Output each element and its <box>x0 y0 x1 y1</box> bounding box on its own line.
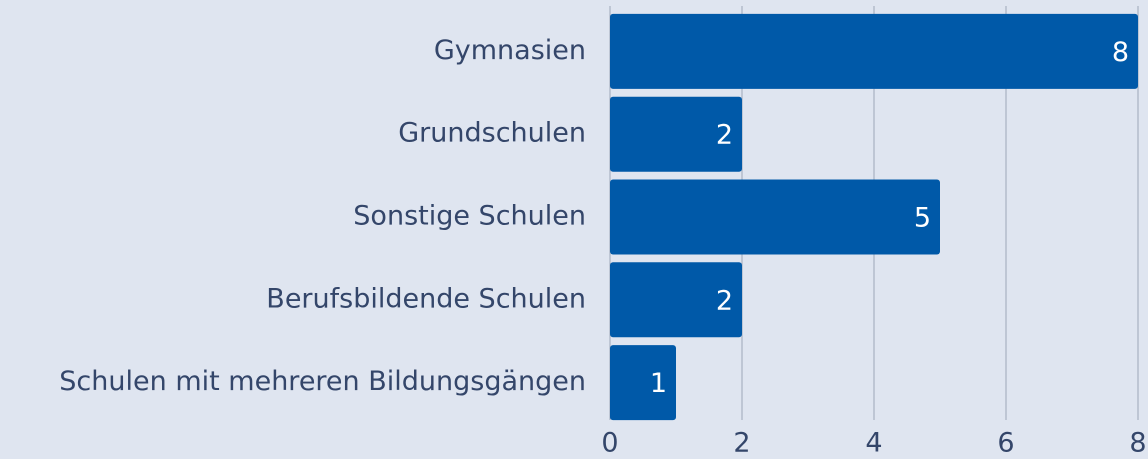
y-tick-label: Berufsbildende Schulen <box>266 283 586 314</box>
value-label: 8 <box>1112 37 1129 68</box>
x-tick-label: 4 <box>865 428 882 459</box>
y-tick-label: Schulen mit mehreren Bildungsgängen <box>59 366 586 397</box>
bar <box>610 345 676 421</box>
value-label: 2 <box>716 285 733 316</box>
value-label: 1 <box>650 368 667 399</box>
x-tick-label: 2 <box>733 428 750 459</box>
y-tick-label: Sonstige Schulen <box>353 201 586 232</box>
bar <box>610 96 742 172</box>
x-tick-label: 8 <box>1129 428 1146 459</box>
bar <box>610 262 742 338</box>
x-tick-label: 0 <box>601 428 618 459</box>
value-label: 5 <box>914 203 931 234</box>
y-tick-label: Grundschulen <box>398 118 586 149</box>
bar <box>610 179 940 255</box>
bar <box>610 13 1138 89</box>
value-label: 2 <box>716 120 733 151</box>
y-tick-label: Gymnasien <box>434 35 586 66</box>
x-tick-label: 6 <box>997 428 1014 459</box>
